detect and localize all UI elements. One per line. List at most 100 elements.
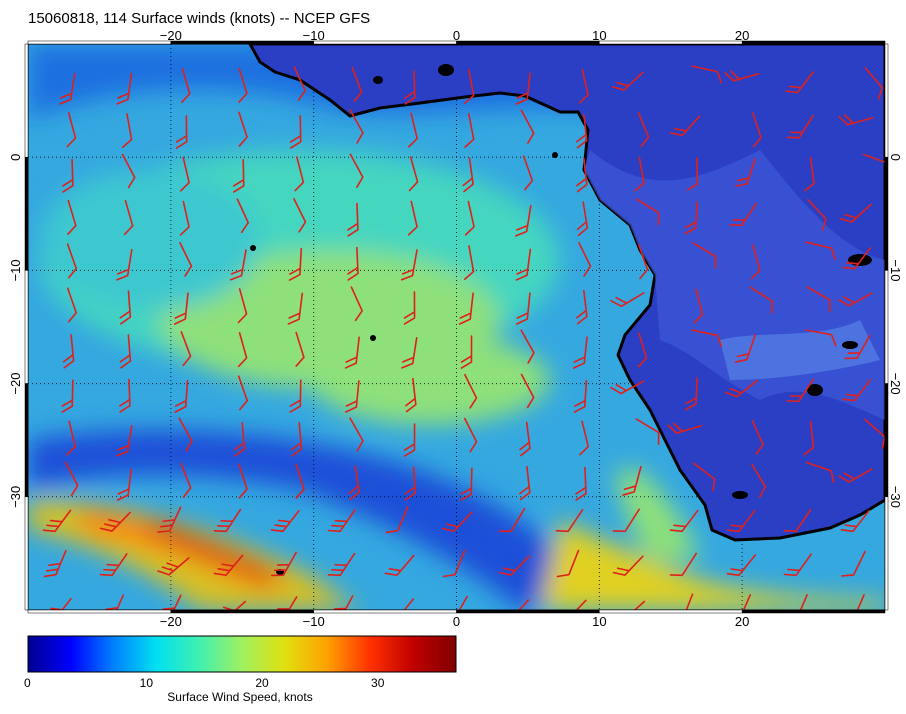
wind-barb: [348, 465, 360, 501]
wind-barb: [384, 554, 415, 577]
wind-barb: [236, 198, 250, 234]
axis-bar-segment: [313, 609, 457, 614]
wind-barb: [785, 71, 815, 94]
wind-barb: [405, 377, 417, 413]
tick-label: 10: [592, 614, 606, 629]
wind-barb: [669, 552, 698, 577]
wind-barb: [441, 511, 473, 532]
axis-bar-segment: [24, 496, 29, 611]
tick-label: 10: [592, 28, 606, 43]
wind-barb: [519, 465, 531, 501]
wind-barb: [157, 557, 190, 576]
colorbar-tick-label: 20: [255, 676, 269, 690]
wind-barb: [116, 249, 133, 281]
tick-label: 0: [8, 154, 23, 161]
wind-barb: [462, 157, 474, 193]
wind-barb: [174, 380, 189, 413]
wind-barb: [684, 377, 698, 411]
wind-barb: [622, 465, 642, 496]
wind-barb: [806, 286, 831, 313]
wind-barb: [295, 331, 305, 367]
tick-label: −10: [8, 259, 23, 281]
wind-barb: [839, 203, 872, 223]
wind-barb: [294, 156, 305, 192]
wind-barb: [232, 158, 245, 193]
wind-barb: [59, 72, 76, 105]
wind-barb: [635, 418, 660, 445]
wind-barb: [61, 379, 74, 413]
wind-barb: [66, 112, 77, 148]
wind-barb: [838, 114, 874, 126]
wind-barb: [805, 241, 836, 261]
wind-barb: [403, 291, 416, 325]
wind-barb: [349, 417, 364, 452]
wind-barb: [572, 336, 588, 369]
wind-barb: [783, 553, 812, 577]
wind-barb: [229, 249, 247, 281]
wind-barb: [327, 509, 356, 533]
wind-barb: [99, 511, 131, 532]
axis-tick-labels: −20 −20 −10 −10 0 0 10 10 20 20 0 0 −10 −10 −20 −20 −30 −…: [8, 28, 903, 629]
axis-bar-segment: [170, 40, 314, 45]
wind-barb: [328, 595, 354, 610]
tick-label: −20: [8, 373, 23, 395]
axis-bar-segment: [456, 40, 600, 45]
wind-barb: [841, 594, 865, 610]
wind-barb: [179, 200, 190, 236]
wind-barb: [178, 417, 193, 452]
tick-label: 20: [735, 614, 749, 629]
wind-barb: [786, 114, 814, 139]
wind-barb: [579, 420, 590, 456]
axis-bar-segment: [741, 609, 886, 614]
tick-label: −20: [888, 373, 903, 395]
wind-barb: [752, 112, 762, 148]
wind-barb: [119, 378, 131, 413]
wind-barb: [578, 68, 589, 104]
wind-barb: [686, 157, 699, 191]
wind-barb: [637, 244, 649, 280]
axis-bar-segment: [170, 609, 314, 614]
wind-barb: [349, 109, 364, 144]
lakes-islands: [250, 64, 872, 575]
wind-barb: [519, 421, 531, 457]
wind-barb: [404, 70, 416, 105]
wind-barb: [520, 329, 535, 364]
wind-barb: [460, 467, 473, 501]
wind-barb: [441, 595, 468, 610]
wind-barb: [180, 67, 191, 104]
wind-barb: [691, 65, 723, 84]
wind-barb: [64, 461, 79, 497]
wind-barb: [610, 380, 645, 395]
wind-barb: [237, 332, 248, 368]
wind-barb: [458, 292, 474, 325]
wind-barb: [350, 286, 363, 322]
wind-barb: [635, 198, 660, 226]
wind-barb: [408, 112, 418, 148]
wind-barb: [691, 329, 723, 348]
wind-barb: [864, 67, 884, 100]
wind-barb: [403, 423, 416, 457]
axis-bar-segment: [24, 270, 29, 384]
wind-barb: [115, 425, 133, 457]
wind-barb: [100, 594, 125, 610]
colorbar-tick-label: 10: [139, 676, 154, 690]
wind-barb: [729, 202, 757, 227]
tick-label: −30: [888, 486, 903, 508]
wind-barb: [42, 597, 72, 610]
wind-barb: [684, 201, 699, 235]
wind-barb: [400, 249, 418, 281]
wind-barb: [784, 594, 808, 610]
wind-barb: [734, 158, 756, 188]
tick-label: 20: [735, 28, 749, 43]
wind-barb: [119, 334, 132, 369]
wind-barb: [116, 468, 132, 501]
colorbar-tick-label: 0: [24, 676, 31, 690]
wind-barb: [610, 292, 645, 308]
wind-barb: [693, 288, 704, 324]
wind-barb: [803, 420, 815, 456]
tick-label: −10: [303, 28, 325, 43]
wind-barb: [270, 551, 297, 577]
colorbar: [27, 635, 457, 673]
axis-bar-segment: [27, 40, 172, 45]
wind-barb: [556, 549, 580, 578]
